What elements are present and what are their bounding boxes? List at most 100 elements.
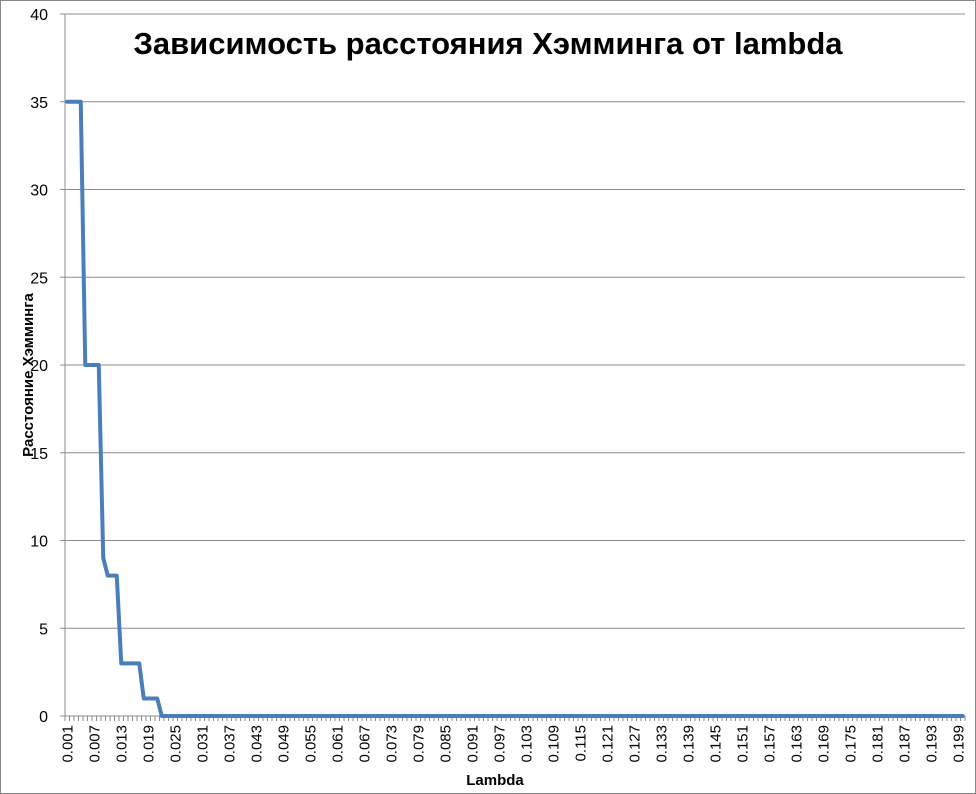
data-point [174, 715, 177, 718]
data-point [727, 715, 730, 718]
data-point [394, 715, 397, 718]
data-point [534, 715, 537, 718]
data-point [232, 715, 235, 718]
x-tick-label: 0.145 [707, 725, 724, 763]
y-axis-title: Расстояние Хэмминга [20, 293, 37, 457]
data-point [462, 715, 465, 718]
series-layer [65, 99, 965, 718]
x-tick-label: 0.193 [923, 725, 940, 763]
data-point [147, 697, 150, 700]
data-point [871, 715, 874, 718]
x-tick-label: 0.139 [680, 725, 697, 763]
data-point [367, 715, 370, 718]
data-point [102, 557, 105, 560]
data-point [853, 715, 856, 718]
data-point [777, 715, 780, 718]
data-point [925, 715, 928, 718]
data-point [480, 715, 483, 718]
x-tick-label: 0.055 [302, 725, 319, 763]
y-tick-label: 0 [39, 709, 48, 726]
data-point [340, 715, 343, 718]
data-point [705, 715, 708, 718]
data-point [178, 715, 181, 718]
data-point [183, 715, 186, 718]
x-tick-label: 0.031 [194, 725, 211, 763]
gridlines [65, 13, 965, 629]
data-point [286, 715, 289, 718]
data-point [205, 715, 208, 718]
data-point [957, 715, 960, 718]
data-point [511, 715, 514, 718]
data-point [430, 715, 433, 718]
data-point [255, 715, 258, 718]
data-point [97, 364, 100, 367]
data-point [201, 715, 204, 718]
data-point [282, 715, 285, 718]
data-point [714, 715, 717, 718]
data-point [768, 715, 771, 718]
x-tick-label: 0.013 [113, 725, 130, 763]
data-point [795, 715, 798, 718]
data-point [574, 715, 577, 718]
data-point [516, 715, 519, 718]
data-point [723, 715, 726, 718]
data-point [565, 715, 568, 718]
data-point [763, 715, 766, 718]
x-tick-label: 0.121 [599, 725, 616, 763]
y-tick-label: 15 [30, 446, 48, 463]
data-point [160, 715, 163, 718]
data-point [651, 715, 654, 718]
data-point [475, 715, 478, 718]
data-point [507, 715, 510, 718]
data-point [489, 715, 492, 718]
data-point [223, 715, 226, 718]
data-point [277, 715, 280, 718]
data-point [817, 715, 820, 718]
y-tick-labels: 0 5 10 15 20 25 30 35 40 [30, 7, 48, 726]
data-point [754, 715, 757, 718]
data-point [894, 715, 897, 718]
data-point [808, 715, 811, 718]
x-tick-label: 0.079 [410, 725, 427, 763]
data-point [376, 715, 379, 718]
data-point [840, 715, 843, 718]
data-point [336, 715, 339, 718]
x-tick-label: 0.169 [815, 725, 832, 763]
data-point [597, 715, 600, 718]
x-tick-label: 0.109 [545, 725, 562, 763]
data-point [552, 715, 555, 718]
data-point [381, 715, 384, 718]
data-point [660, 715, 663, 718]
data-point [610, 715, 613, 718]
x-tick-label: 0.037 [221, 725, 238, 763]
x-tick-label: 0.097 [491, 725, 508, 763]
data-point [939, 715, 942, 718]
data-point [228, 715, 231, 718]
data-point [354, 715, 357, 718]
data-point [408, 715, 411, 718]
data-point [898, 715, 901, 718]
data-point [844, 715, 847, 718]
data-point [322, 715, 325, 718]
data-point [718, 715, 721, 718]
data-point [237, 715, 240, 718]
data-point [948, 715, 951, 718]
x-tick-label: 0.049 [275, 725, 292, 763]
data-point [907, 715, 910, 718]
data-point [214, 715, 217, 718]
chart-title: Зависимость расстояния Хэмминга от lambd… [133, 26, 843, 61]
data-point [70, 100, 73, 103]
data-point [390, 715, 393, 718]
data-point [786, 715, 789, 718]
data-point [493, 715, 496, 718]
y-tick-label: 25 [30, 270, 48, 287]
data-point [790, 715, 793, 718]
data-point [484, 715, 487, 718]
data-point [196, 715, 199, 718]
x-tick-label: 0.091 [464, 725, 481, 763]
data-point [934, 715, 937, 718]
data-point [88, 364, 91, 367]
data-point [385, 715, 388, 718]
data-point [421, 715, 424, 718]
data-point [444, 715, 447, 718]
